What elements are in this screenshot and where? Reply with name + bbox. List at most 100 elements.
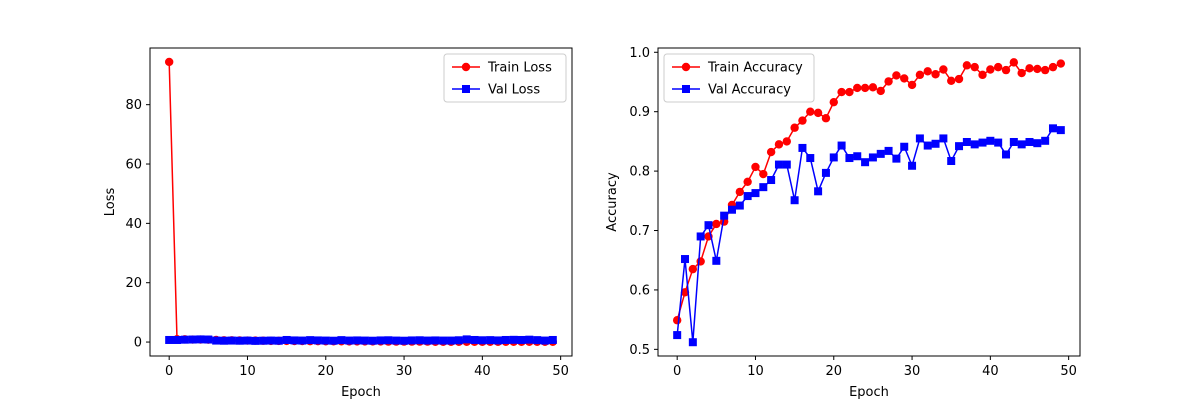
accuracy-series-train-point bbox=[806, 107, 815, 116]
loss-series-val-point bbox=[266, 336, 275, 345]
loss-series-val-point bbox=[306, 336, 315, 345]
accuracy-series-val-point bbox=[837, 141, 846, 150]
loss-y-axis-label: Loss bbox=[103, 188, 118, 217]
loss-series-val-point bbox=[219, 336, 228, 345]
accuracy-series-val-point bbox=[774, 160, 783, 169]
loss-series-val-point bbox=[345, 336, 354, 345]
accuracy-legend-train-marker bbox=[681, 62, 691, 72]
accuracy-series-train-point bbox=[696, 257, 705, 266]
accuracy-series-train-point bbox=[993, 62, 1003, 72]
accuracy-chart: 0 10 20 30 40 50 0.5 0.6 0.7 0.8 0.9 1.0 Epoch Accura… bbox=[605, 46, 1081, 400]
accuracy-series-train-point bbox=[931, 70, 940, 79]
loss-y-tick-label: 40 bbox=[125, 217, 142, 232]
loss-series-val-point bbox=[454, 336, 463, 345]
accuracy-x-tick-label: 30 bbox=[904, 364, 921, 379]
loss-series-val-point bbox=[376, 336, 385, 345]
accuracy-series-train-point bbox=[845, 87, 854, 97]
accuracy-series-train-point bbox=[978, 70, 987, 80]
accuracy-series-val-point bbox=[1002, 150, 1011, 159]
loss-legend-train-label: Train Loss bbox=[487, 61, 552, 76]
accuracy-series-train-point bbox=[892, 71, 901, 80]
loss-legend-val-marker bbox=[462, 85, 470, 93]
loss-legend bbox=[443, 53, 567, 103]
loss-series-val-point bbox=[329, 336, 338, 345]
loss-y-tick-label: 20 bbox=[125, 276, 142, 291]
accuracy-series-val-point bbox=[962, 137, 971, 146]
accuracy-series-train-point bbox=[1040, 65, 1050, 75]
accuracy-series-val-point bbox=[970, 140, 979, 149]
accuracy-series-train-point bbox=[884, 77, 893, 86]
accuracy-series-val-point bbox=[994, 138, 1003, 147]
accuracy-series-train-point bbox=[837, 87, 846, 97]
accuracy-x-tick-label: 0 bbox=[673, 364, 681, 379]
accuracy-x-tick-label: 10 bbox=[747, 364, 764, 379]
loss-series-val-point bbox=[494, 336, 503, 345]
accuracy-series-train-point bbox=[743, 177, 752, 186]
loss-series-val-point bbox=[462, 335, 471, 344]
loss-y-tick-label: 80 bbox=[125, 98, 142, 113]
accuracy-series-val-point bbox=[806, 154, 815, 163]
accuracy-legend-val-label: Val Accuracy bbox=[708, 83, 791, 98]
accuracy-series-val-point bbox=[821, 168, 830, 177]
accuracy-series-val-point bbox=[845, 154, 854, 163]
accuracy-series-train-point bbox=[759, 169, 768, 179]
accuracy-series-train-point bbox=[688, 264, 698, 274]
loss-x-axis-label: Epoch bbox=[341, 385, 381, 400]
loss-series-val-point bbox=[533, 336, 542, 345]
loss-series-val-point bbox=[212, 336, 221, 345]
loss-series-val-point bbox=[290, 336, 299, 345]
loss-series-train-point bbox=[164, 57, 174, 67]
accuracy-axes-frame bbox=[657, 47, 1081, 357]
accuracy-series-val-point bbox=[892, 154, 901, 163]
accuracy-series-val-point bbox=[743, 192, 752, 201]
loss-x-tick-label: 20 bbox=[317, 364, 334, 379]
loss-series-val-point bbox=[227, 336, 236, 345]
accuracy-series-val-point bbox=[720, 211, 729, 220]
loss-series-val-point bbox=[360, 336, 369, 345]
loss-series-val-point bbox=[180, 335, 189, 344]
accuracy-series-train-point bbox=[900, 74, 909, 83]
accuracy-series-val-point bbox=[978, 138, 987, 147]
accuracy-series-val-point bbox=[868, 153, 877, 162]
loss-series-val-point bbox=[525, 335, 534, 344]
accuracy-x-axis-label: Epoch bbox=[849, 385, 889, 400]
accuracy-series-train-point bbox=[907, 80, 917, 90]
accuracy-y-tick-label: 0.7 bbox=[629, 224, 650, 239]
accuracy-series-val-point bbox=[829, 153, 838, 162]
accuracy-x-tick-label: 40 bbox=[982, 364, 999, 379]
accuracy-series-val-point bbox=[853, 152, 862, 161]
accuracy-y-tick-label: 0.9 bbox=[629, 105, 650, 120]
accuracy-series-train-point bbox=[923, 67, 932, 76]
accuracy-series-val-point bbox=[814, 187, 823, 196]
accuracy-series-val-point bbox=[1017, 140, 1026, 149]
loss-series-val-point bbox=[188, 335, 197, 344]
accuracy-series-val-point bbox=[884, 146, 893, 155]
accuracy-series-val-point bbox=[782, 160, 791, 169]
loss-series-val-point bbox=[243, 336, 252, 345]
accuracy-series-train-point bbox=[782, 137, 791, 146]
accuracy-y-axis-label: Accuracy bbox=[605, 172, 620, 232]
loss-x-tick-label: 10 bbox=[239, 364, 256, 379]
loss-series-val-point bbox=[298, 336, 307, 345]
accuracy-series-train-point bbox=[766, 147, 776, 157]
accuracy-series-val-point bbox=[923, 141, 932, 150]
accuracy-series-val-point bbox=[955, 142, 964, 151]
accuracy-series-val-point bbox=[876, 149, 885, 158]
accuracy-series-val-point bbox=[688, 338, 697, 347]
accuracy-series-val-point bbox=[1056, 126, 1065, 135]
accuracy-legend bbox=[663, 53, 815, 103]
accuracy-series-val-point bbox=[900, 142, 909, 151]
accuracy-series-val-point bbox=[1025, 137, 1034, 146]
accuracy-series-train-point bbox=[798, 116, 807, 125]
loss-x-tick-label: 50 bbox=[552, 364, 569, 379]
loss-series-val-point bbox=[384, 336, 393, 345]
loss-series-val-point bbox=[173, 335, 182, 344]
loss-series-val-point bbox=[235, 336, 244, 345]
accuracy-series-val-point bbox=[908, 161, 917, 170]
loss-series-val-point bbox=[251, 336, 260, 345]
accuracy-series-val-point bbox=[751, 189, 760, 198]
loss-series-val-point bbox=[196, 335, 205, 344]
loss-x-tick-label: 40 bbox=[474, 364, 491, 379]
loss-y-tick-label: 60 bbox=[125, 158, 142, 173]
